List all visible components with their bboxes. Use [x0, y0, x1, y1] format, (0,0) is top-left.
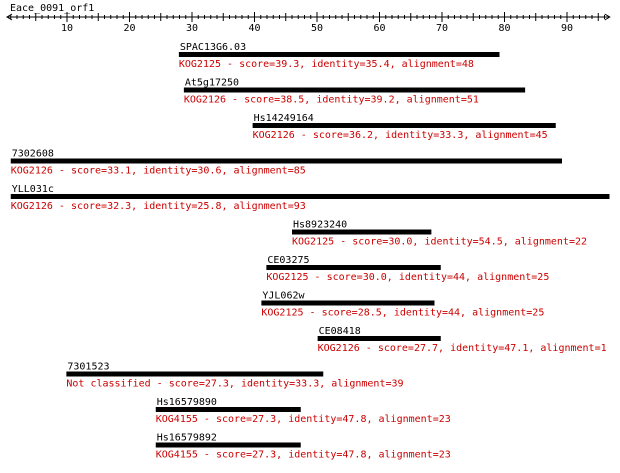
hit-row[interactable]: Hs16579890 KOG4155 - score=27.3, identity…	[155, 397, 451, 425]
hit-detail: KOG2126 - score=38.5, identity=39.2, ali…	[184, 95, 479, 106]
axis-tick-label: 50	[311, 23, 323, 34]
hit-alignment-bar[interactable]	[183, 87, 526, 93]
axis-right-arrow-icon	[604, 13, 611, 21]
sequence-axis: 10 20 30 40 50 60 70 80 90	[6, 12, 611, 34]
hit-row[interactable]: CE08418 KOG2126 - score=27.7, identity=47…	[317, 326, 607, 354]
hit-row[interactable]: Hs8923240 KOG2125 - score=30.0, identity=…	[292, 220, 587, 248]
hit-name: Hs8923240	[293, 220, 347, 231]
hit-name: Hs16579892	[157, 433, 217, 444]
axis-tick-label: 70	[436, 23, 448, 34]
hit-row[interactable]: SPAC13G6.03 KOG2125 - score=39.3, identit…	[178, 42, 500, 70]
axis-tick-label: 20	[123, 23, 135, 34]
axis-tick-label: 40	[248, 23, 260, 34]
hit-detail: KOG2126 - score=32.3, identity=25.8, ali…	[11, 201, 306, 212]
hit-row[interactable]: Hs16579892 KOG4155 - score=27.3, identity…	[155, 433, 451, 461]
hit-name: Hs16579890	[157, 397, 217, 408]
hit-alignment-bar[interactable]	[292, 229, 432, 235]
hit-row[interactable]: 7301523 Not classified - score=27.3, iden…	[66, 362, 404, 390]
hit-detail: KOG2126 - score=33.1, identity=30.6, ali…	[11, 166, 306, 177]
hit-name: CE08418	[319, 326, 361, 337]
hit-alignment-bar[interactable]	[252, 123, 556, 128]
hit-name: SPAC13G6.03	[180, 42, 246, 53]
hit-detail: KOG2125 - score=39.3, identity=35.4, ali…	[179, 59, 474, 70]
hit-detail: KOG4155 - score=27.3, identity=47.8, ali…	[156, 450, 451, 461]
hit-alignment-bar[interactable]	[155, 407, 301, 412]
axis-tick-label: 30	[186, 23, 198, 34]
hit-alignment-bar[interactable]	[10, 158, 562, 164]
hit-name: YJL062w	[262, 291, 305, 302]
hit-name: Hs14249164	[254, 113, 314, 124]
hit-name: YLL031c	[12, 184, 54, 195]
hit-alignment-bar[interactable]	[178, 52, 500, 57]
hit-row[interactable]: YJL062w KOG2125 - score=28.5, identity=44…	[261, 291, 544, 319]
hit-row[interactable]: YLL031c KOG2126 - score=32.3, identity=25…	[10, 184, 610, 212]
hit-detail: KOG2126 - score=36.2, identity=33.3, ali…	[253, 130, 548, 141]
hit-alignment-bar[interactable]	[155, 442, 301, 448]
hit-name: At5g17250	[185, 78, 239, 89]
hit-alignment-bar[interactable]	[10, 194, 610, 199]
axis-tick-label: 10	[61, 23, 73, 34]
hit-row[interactable]: 7302608 KOG2126 - score=33.1, identity=30…	[10, 149, 562, 177]
hit-alignment-bar[interactable]	[317, 336, 441, 341]
axis-tick-label: 90	[561, 23, 573, 34]
hit-detail: KOG4155 - score=27.3, identity=47.8, ali…	[156, 414, 451, 425]
axis-tick-label: 80	[498, 23, 510, 34]
hit-detail: Not classified - score=27.3, identity=33…	[66, 379, 403, 390]
hit-row[interactable]: CE03275 KOG2125 - score=30.0, identity=44…	[266, 255, 549, 283]
hit-alignment-bar[interactable]	[266, 265, 441, 270]
hit-detail: KOG2125 - score=30.0, identity=54.5, ali…	[292, 237, 587, 248]
hit-alignment-bar[interactable]	[66, 371, 324, 377]
hit-name: 7302608	[12, 149, 54, 160]
hit-alignment-bar[interactable]	[261, 300, 435, 306]
hit-name: CE03275	[267, 255, 309, 266]
hit-list: SPAC13G6.03 KOG2125 - score=39.3, identit…	[10, 42, 610, 461]
hit-detail: KOG2125 - score=28.5, identity=44, align…	[261, 308, 544, 319]
hit-row[interactable]: At5g17250 KOG2126 - score=38.5, identity=…	[183, 78, 526, 106]
hit-name: 7301523	[67, 362, 109, 373]
hit-detail: KOG2126 - score=27.7, identity=47.1, ali…	[318, 343, 607, 354]
axis-tick-label: 60	[373, 23, 385, 34]
hit-row[interactable]: Hs14249164 KOG2126 - score=36.2, identity…	[252, 113, 556, 141]
query-title: Eace_0091_orf1	[10, 3, 94, 14]
hit-detail: KOG2125 - score=30.0, identity=44, align…	[266, 272, 549, 283]
